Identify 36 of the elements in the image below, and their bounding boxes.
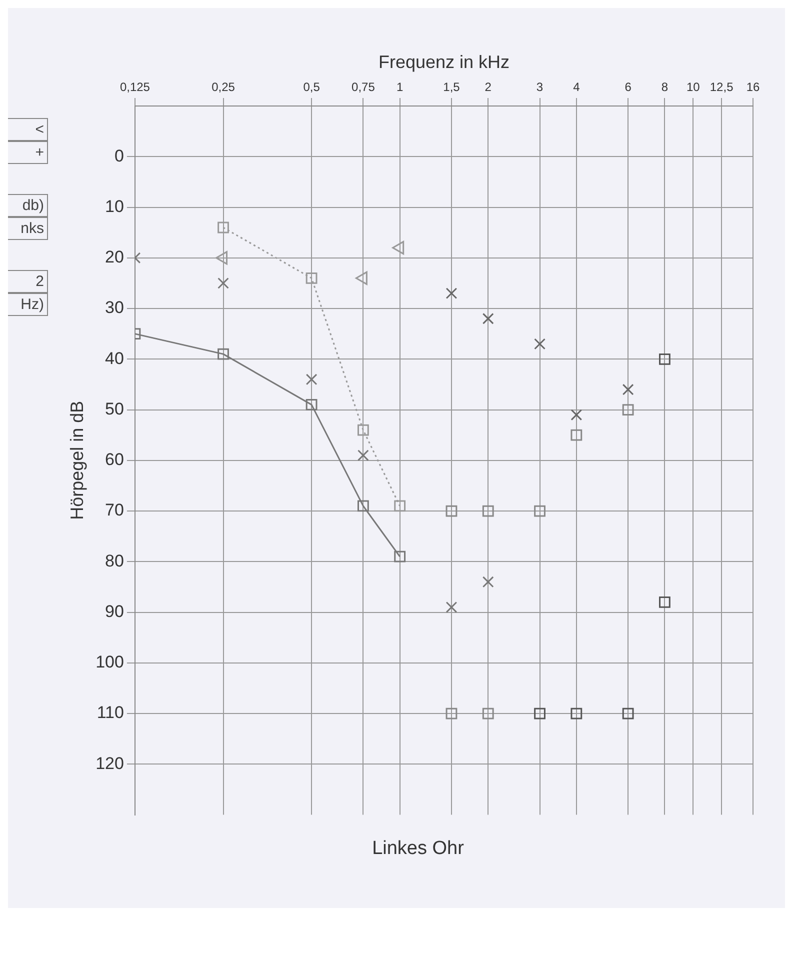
x-tick-label: 1,5	[443, 80, 460, 94]
x-tick-label: 3	[536, 80, 544, 94]
y-tick-label: 40	[105, 348, 124, 368]
text: 2	[8, 270, 48, 293]
x-tick-label: 10	[686, 80, 700, 94]
y-tick-label: 100	[96, 652, 124, 672]
text: db)	[8, 194, 48, 217]
y-axis-title: Hörpegel in dB	[66, 400, 87, 520]
x-axis-title: Frequenz in kHz	[378, 52, 510, 72]
y-tick-label: 90	[105, 602, 124, 621]
y-tick-label: 70	[105, 500, 124, 520]
x-tick-label: 8	[661, 80, 668, 94]
y-tick-label: 120	[96, 754, 124, 773]
x-tick-label: 0,75	[352, 80, 376, 94]
x-tick-label: 4	[573, 80, 580, 94]
y-tick-label: 20	[105, 248, 124, 267]
x-tick-label: 2	[484, 80, 492, 94]
x-tick-label: 1	[396, 80, 404, 94]
x-tick-label: 12,5	[710, 80, 734, 94]
text: nks	[8, 217, 48, 240]
x-tick-label: 6	[624, 80, 632, 94]
y-tick-label: 80	[105, 551, 124, 570]
y-tick-label: 0	[114, 146, 124, 166]
x-tick-label: 0,5	[303, 80, 320, 94]
y-tick-label: 50	[105, 399, 124, 418]
y-tick-label: 30	[105, 298, 124, 318]
text: Hz)	[8, 293, 48, 316]
text: Linkes Ohr	[371, 838, 465, 860]
y-tick-label: 10	[105, 196, 124, 216]
x-tick-label: 0,25	[212, 80, 236, 94]
x-tick-label: 16	[746, 80, 760, 94]
x-tick-label: 0,125	[120, 80, 150, 94]
y-tick-label: 60	[105, 450, 124, 470]
text: +	[8, 141, 48, 164]
y-tick-label: 110	[96, 703, 124, 722]
text: <	[8, 118, 48, 141]
